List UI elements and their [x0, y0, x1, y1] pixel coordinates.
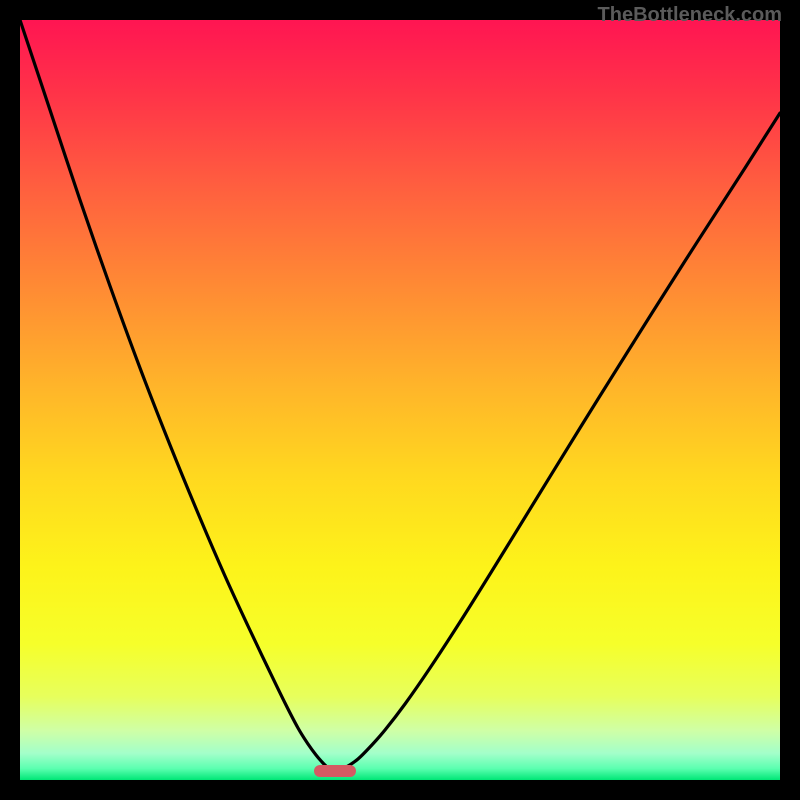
- optimal-marker: [314, 765, 356, 777]
- gradient-background: [20, 20, 780, 780]
- plot-area: [20, 20, 780, 780]
- watermark-text: TheBottleneck.com: [598, 4, 782, 27]
